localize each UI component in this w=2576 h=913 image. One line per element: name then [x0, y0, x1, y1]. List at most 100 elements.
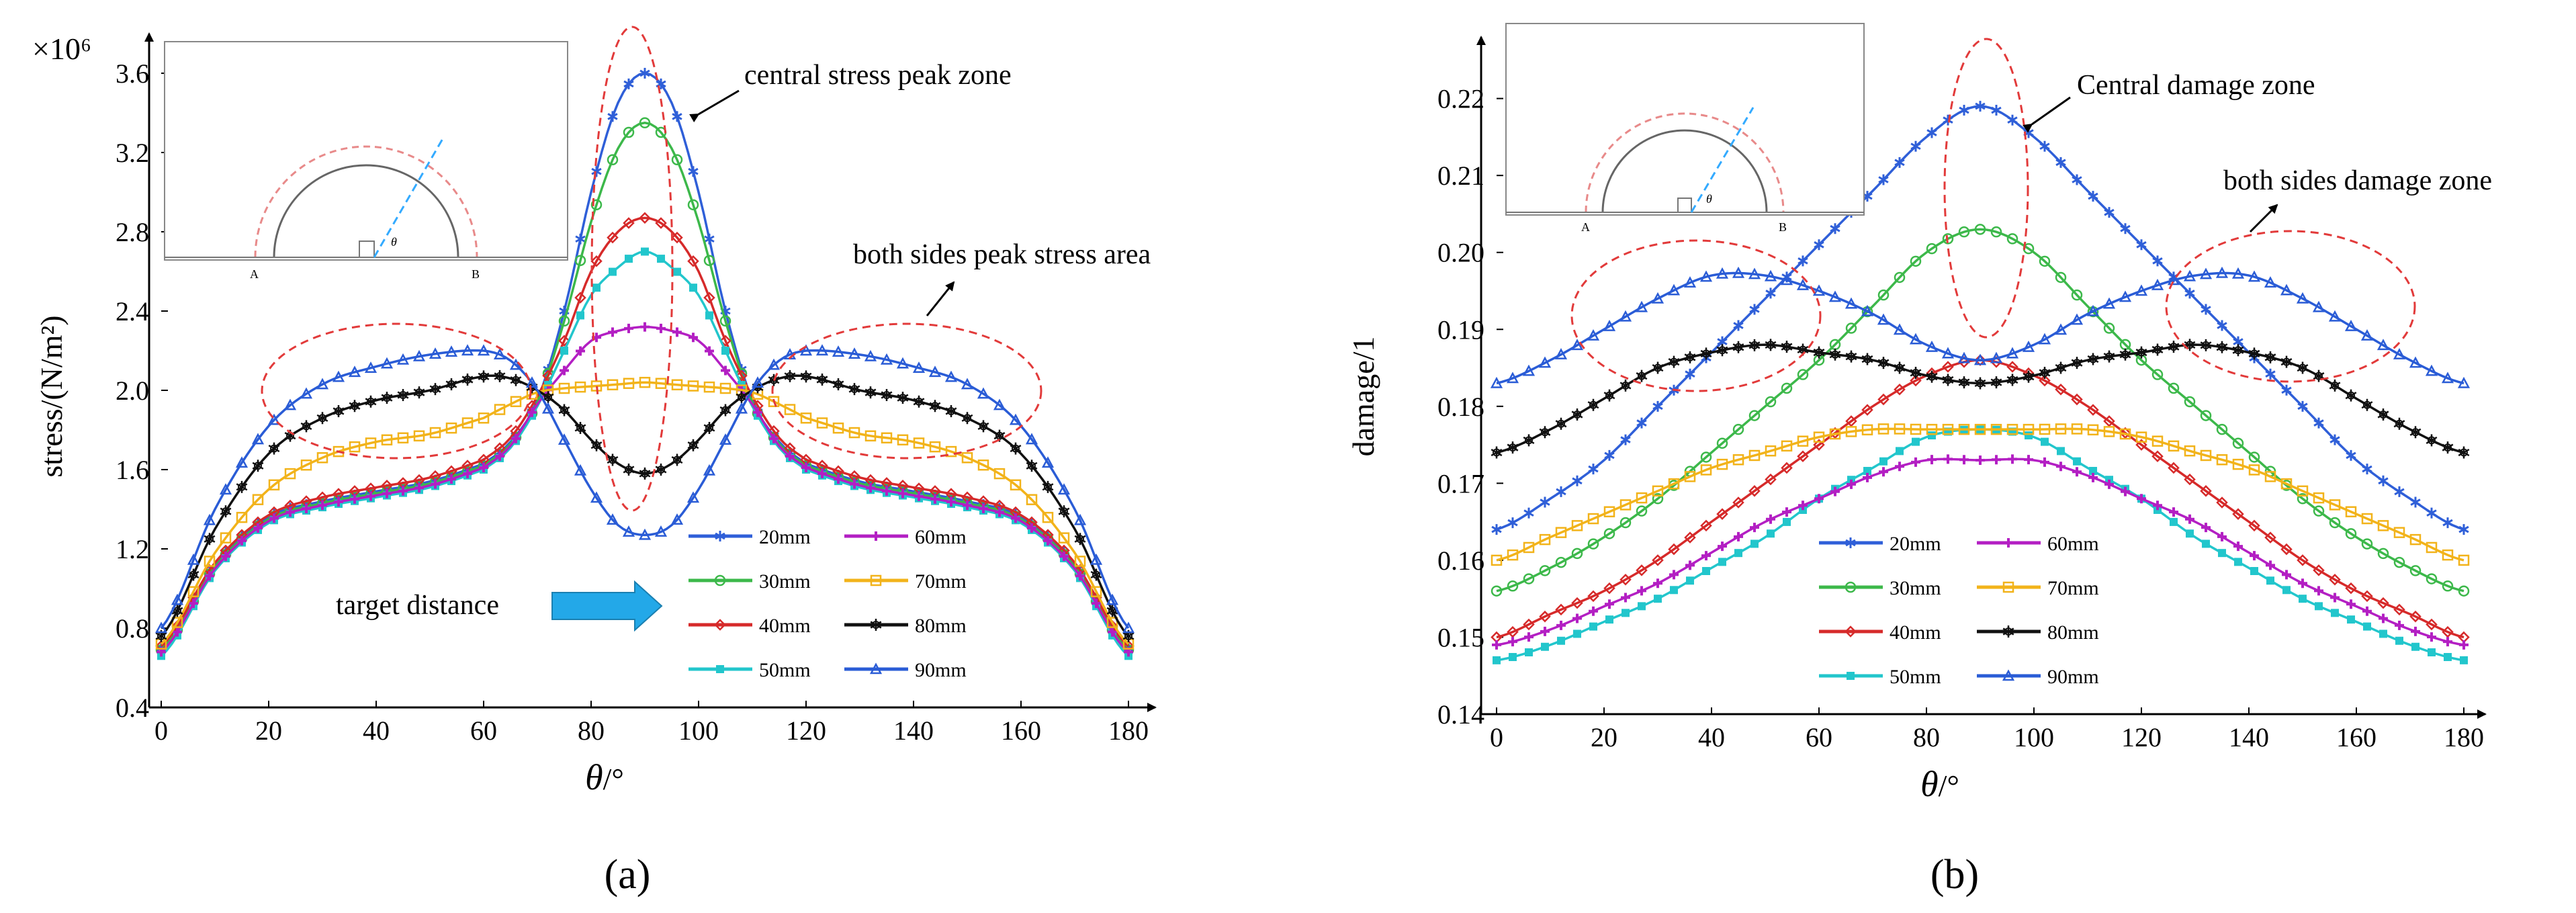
data-point-60mm [624, 323, 633, 333]
data-point-90mm [2393, 348, 2406, 359]
x-tick-label: 120 [786, 715, 826, 746]
data-point-90mm [2135, 284, 2148, 296]
data-point-40mm [2135, 439, 2147, 451]
data-point-30mm [1748, 410, 1761, 421]
data-point-90mm [638, 528, 652, 540]
data-point-90mm [1522, 364, 1536, 376]
data-point-50mm [2444, 652, 2452, 661]
data-point-60mm [785, 451, 795, 461]
data-point-40mm [1619, 574, 1632, 586]
data-point-70mm [187, 586, 199, 597]
legend-label-50mm: 50mm [1890, 666, 1941, 688]
data-point-60mm [1524, 632, 1534, 642]
data-point-40mm [2409, 610, 2422, 623]
data-point-20mm [1523, 507, 1534, 519]
data-point-70mm [1684, 471, 1696, 482]
data-point-70mm [1668, 478, 1680, 490]
data-point-90mm [719, 433, 732, 445]
data-point-60mm [1027, 523, 1036, 533]
data-point-90mm [2296, 292, 2309, 304]
panel-a-inset-center-box [359, 241, 375, 258]
data-point-70mm [413, 430, 425, 442]
data-point-90mm [2151, 278, 2164, 290]
y-tick-label: 3.6 [116, 58, 149, 89]
data-point-40mm [1539, 610, 1551, 623]
data-point-90mm [1683, 276, 1697, 288]
x-tick-label: 100 [2014, 722, 2054, 752]
data-point-90mm [2006, 347, 2019, 359]
data-point-70mm [848, 427, 860, 439]
legend-item-80mm: 80mm [1977, 621, 2099, 644]
data-point-50mm [2186, 529, 2194, 538]
panel-b-damage-chart: 0 20 40 60 80 100 120 140 160 180 0.14 0.15 0.16 0.17… [1346, 23, 2492, 898]
data-point-70mm [2442, 549, 2454, 561]
data-point-60mm [1059, 552, 1069, 562]
data-point-50mm [1686, 576, 1694, 585]
data-point-50mm [2057, 447, 2065, 455]
data-point-40mm [2345, 582, 2357, 595]
legend-item-90mm: 90mm [1977, 666, 2099, 688]
data-point-90mm [1748, 267, 1761, 279]
y-tick-label: 0.22 [1437, 84, 1484, 114]
data-point-30mm [2039, 255, 2051, 267]
data-point-60mm [2169, 507, 2178, 517]
data-point-50mm [1670, 586, 1678, 595]
data-point-40mm [2297, 554, 2309, 566]
panel-a-inset-frame [164, 41, 568, 261]
data-point-30mm [558, 315, 570, 327]
data-point-60mm [2379, 613, 2388, 623]
data-point-60mm [2072, 467, 2082, 477]
data-point-20mm [2297, 400, 2308, 412]
data-point-90mm [1780, 273, 1793, 286]
data-point-60mm [398, 486, 408, 496]
data-point-60mm [221, 552, 230, 562]
series-line-30mm [1496, 228, 2464, 593]
data-point-50mm [689, 284, 697, 292]
data-point-20mm [1910, 140, 1921, 152]
data-point-20mm [607, 111, 618, 122]
data-point-70mm [1090, 586, 1102, 597]
data-point-90mm [735, 402, 748, 414]
series-line-90mm [1496, 271, 2464, 385]
panel-a-inset-label-a: A [250, 267, 259, 281]
data-point-90mm [2344, 320, 2358, 331]
data-point-30mm [1555, 556, 1567, 568]
data-point-70mm [2329, 499, 2341, 511]
data-point-90mm [590, 491, 603, 503]
data-point-60mm [1830, 486, 1840, 496]
data-point-90mm [348, 365, 361, 378]
data-point-90mm [993, 398, 1006, 410]
data-point-70mm [1910, 423, 1922, 435]
legend-marker-20mm [715, 531, 725, 541]
data-point-50mm [2025, 431, 2033, 439]
series-line-90mm [160, 349, 1130, 629]
data-point-70mm [461, 417, 474, 429]
data-point-90mm [283, 398, 297, 410]
data-point-20mm [2184, 288, 2195, 299]
data-point-70mm [397, 432, 409, 444]
data-point-60mm [253, 523, 263, 533]
data-point-40mm [1571, 597, 1583, 609]
data-point-60mm [431, 479, 440, 489]
legend-marker-40mm [1845, 625, 1857, 638]
data-point-60mm [1734, 531, 1743, 541]
series-30mm [1491, 224, 2470, 597]
legend-marker-90mm [869, 662, 883, 675]
data-point-40mm [1765, 473, 1777, 486]
data-point-60mm [366, 491, 375, 501]
data-point-70mm [171, 617, 183, 628]
data-point-30mm [2361, 538, 2373, 550]
data-point-90mm [1025, 433, 1038, 445]
data-point-50mm [641, 247, 649, 256]
data-point-60mm [302, 504, 311, 514]
data-point-60mm [979, 504, 988, 514]
data-point-20mm [2120, 223, 2131, 234]
panel-a-stress-chart: 0 20 40 60 80 100 120 140 160 180 0.4 0.8 1.2 1.6 2.0 2… [32, 26, 1157, 898]
legend-label-30mm: 30mm [1890, 577, 1941, 599]
data-point-70mm [929, 441, 941, 453]
panel-b-x-unit: /° [1939, 769, 1959, 803]
data-point-20mm [623, 78, 634, 89]
data-point-70mm [1861, 424, 1873, 436]
data-point-30mm [1523, 573, 1535, 584]
data-point-50mm [2379, 629, 2387, 638]
